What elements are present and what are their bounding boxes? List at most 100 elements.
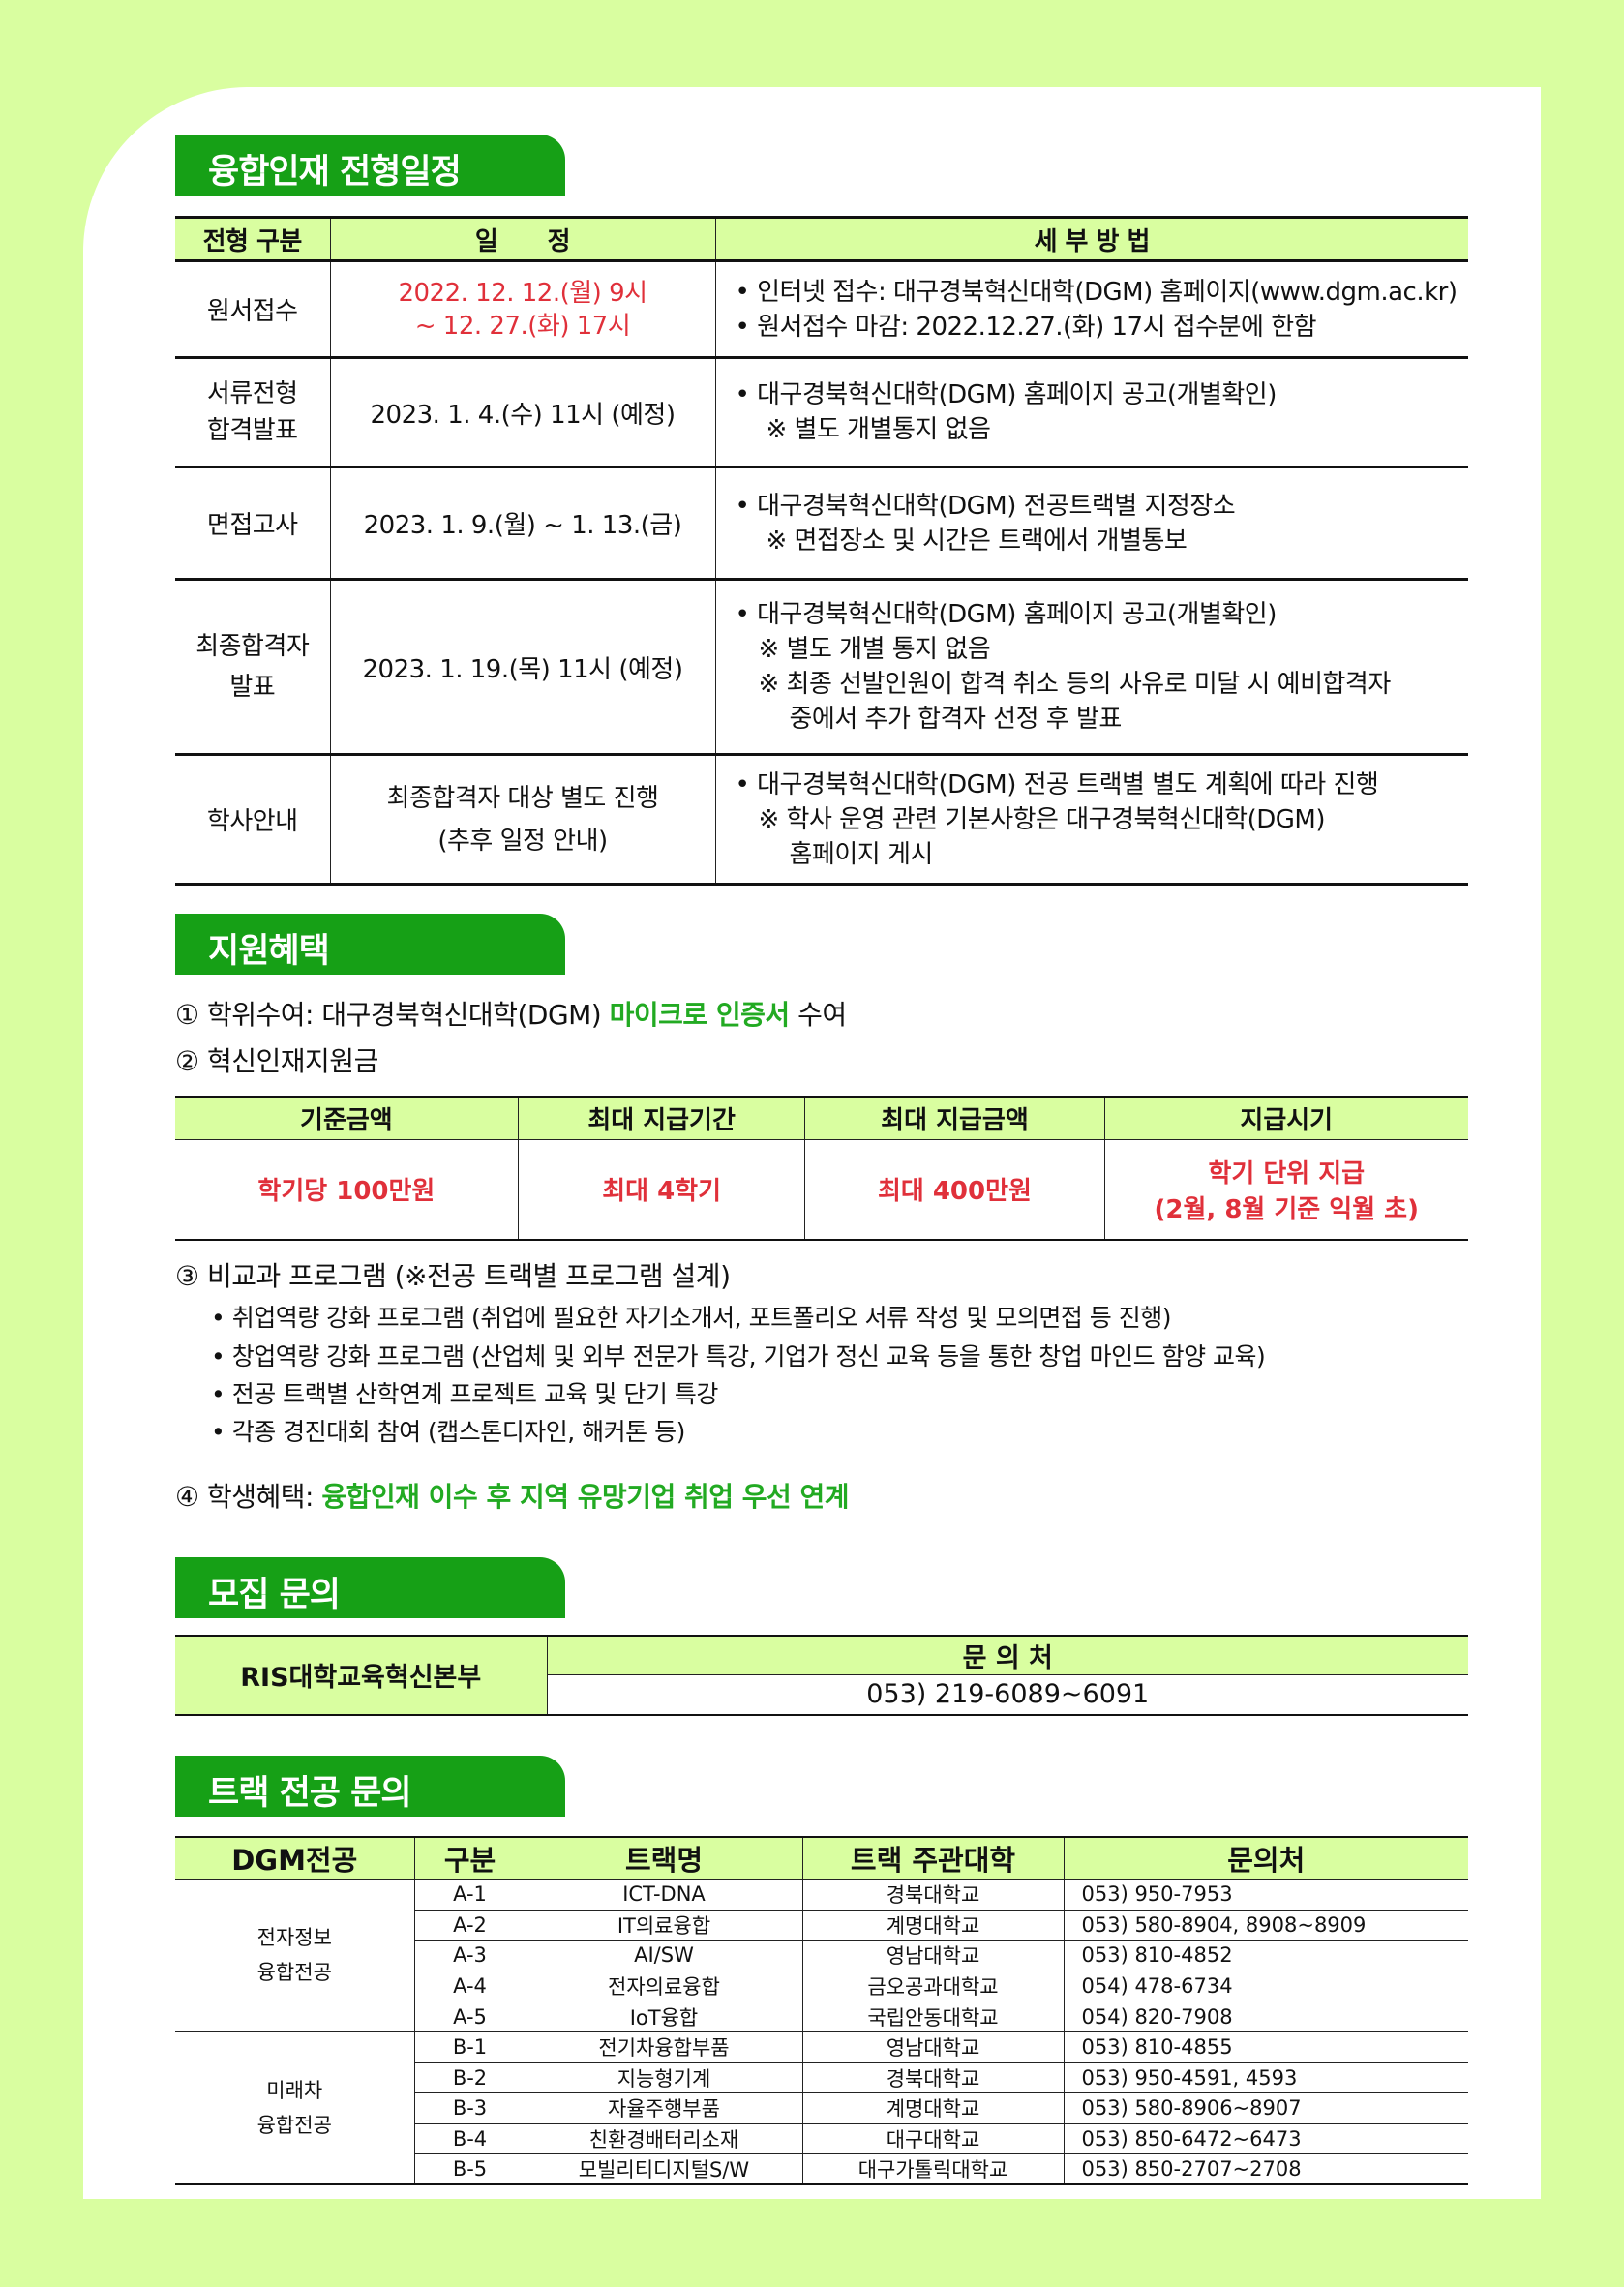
type-cell: 면접고사 [175,466,331,580]
track-code-cell: B-4 [414,2122,526,2155]
phone-cell: 053) 850-2707~2708 [1063,2153,1468,2185]
university-cell: 경북대학교 [801,1879,1065,1911]
track-name-cell: 전기차융합부품 [525,2031,803,2063]
track-code-cell: B-1 [413,2031,526,2063]
table-row: 전자정보 융합전공 A-1 ICT-DNA 경북대학교 053) 950-7953 [175,1879,1468,2032]
org-cell: RIS대학교육혁신본부 [175,1635,548,1715]
phone-cell: 053) 850-6472~6473 [1063,2122,1468,2155]
benefit-item-3: ③ 비교과 프로그램 (※전공 트랙별 프로그램 설계) [175,1260,731,1292]
type-cell: 최종합격자 발표 [175,579,331,755]
col-header: 구분 [413,1836,526,1880]
table-row: B-2 지능형기계 경북대학교 053) 950-4591, 4593 [175,2061,1468,2094]
program-bullet: • 전공 트랙별 산학연계 프로젝트 교육 및 단기 특강 [211,1380,718,1408]
track-code-cell: A-2 [414,1909,526,1941]
tracks-table: DGM전공 구분 트랙명 트랙 주관대학 문의처 전자정보 융합전공 A-1 ICT-DNA 경… [175,1836,1468,2186]
stipend-table: 기준금액 최대 지급기간 최대 지급금액 지급시기 학기당 100만원 최대 4학기 최대… [175,1096,1468,1241]
date-cell: 2023. 1. 9.(월) ~ 1. 13.(금) [329,466,716,580]
major-cell: 미래차 융합전공 [175,2031,415,2185]
benefit-item-4: ④ 학생혜택: 융합인재 이수 후 지역 유망기업 취업 우선 연계 [175,1481,850,1513]
table-row: B-4 친환경배터리소재 대구대학교 053) 850-6472~6473 [175,2122,1468,2155]
major-cell: 전자정보 융합전공 [175,1879,415,2032]
phone-cell: 054) 820-7908 [1063,2001,1468,2032]
phone-cell: 054) 478-6734 [1063,1970,1468,2002]
track-name-cell: 전자의료융합 [525,1970,803,2002]
section-header-benefits: 지원혜택 [175,914,565,975]
col-header: 일 정 [329,217,716,261]
value-cell: 최대 400만원 [804,1138,1105,1241]
track-code-cell: A-5 [414,2001,526,2032]
track-code-cell: A-4 [414,1970,526,2002]
track-code-cell: A-1 [413,1879,526,1911]
type-cell: 학사안내 [175,754,331,885]
table-row: A-5 IoT융합 국립안동대학교 054) 820-7908 [175,2001,1468,2032]
phone-cell: 053) 810-4852 [1063,1940,1468,1971]
date-cell: 최종합격자 대상 별도 진행 (추후 일정 안내) [329,754,716,885]
section-header-contact: 모집 문의 [175,1557,565,1618]
program-bullet: • 창업역량 강화 프로그램 (산업체 및 외부 전문가 특강, 기업가 정신 … [211,1342,1266,1370]
university-cell: 국립안동대학교 [801,2001,1065,2032]
program-bullet: • 취업역량 강화 프로그램 (취업에 필요한 자기소개서, 포트폴리오 서류 … [211,1304,1172,1332]
type-cell: 서류전형 합격발표 [175,357,331,467]
phone-cell: 053) 580-8906~8907 [1063,2092,1468,2124]
phone-cell: 053) 950-4591, 4593 [1063,2061,1468,2094]
table-row: B-5 모빌리티디지털S/W 대구가톨릭대학교 053) 850-2707~2708 [175,2153,1468,2185]
type-cell: 원서접수 [175,260,331,358]
university-cell: 경북대학교 [801,2061,1065,2094]
col-header: 문의처 [1063,1836,1468,1880]
track-name-cell: ICT-DNA [525,1879,803,1911]
details-cell: • 대구경북혁신대학(DGM) 홈페이지 공고(개별확인) ※ 별도 개별통지 없… [714,357,1468,467]
track-name-cell: IoT융합 [525,2001,803,2032]
benefit-item-2: ② 혁신인재지원금 [175,1045,378,1077]
col-header: 트랙명 [525,1836,803,1880]
col-header: 최대 지급금액 [804,1096,1105,1140]
col-header: 문 의 처 [546,1635,1468,1675]
col-header: 전형 구분 [175,217,331,261]
table-row: 면접고사 2023. 1. 9.(월) ~ 1. 13.(금) • 대구경북혁신대학… [175,466,1468,580]
details-cell: • 대구경북혁신대학(DGM) 전공 트랙별 별도 계획에 따라 진행 ※ 학사 … [714,754,1468,885]
phone-cell: 053) 580-8904, 8908~8909 [1063,1909,1468,1941]
university-cell: 대구가톨릭대학교 [801,2153,1065,2185]
col-header: 최대 지급기간 [517,1096,806,1140]
track-code-cell: B-3 [414,2092,526,2124]
track-name-cell: 친환경배터리소재 [525,2122,803,2155]
details-cell: • 대구경북혁신대학(DGM) 홈페이지 공고(개별확인) ※ 별도 개별 통지 … [714,579,1468,755]
phone-cell: 053) 950-7953 [1063,1879,1468,1911]
track-name-cell: 지능형기계 [525,2061,803,2094]
university-cell: 영남대학교 [801,1940,1065,1971]
section-header-tracks: 트랙 전공 문의 [175,1756,565,1817]
track-name-cell: AI/SW [525,1940,803,1971]
date-cell: 2023. 1. 19.(목) 11시 (예정) [329,579,716,755]
track-code-cell: A-3 [414,1940,526,1971]
col-header: 지급시기 [1103,1096,1468,1140]
col-header: 세 부 방 법 [714,217,1468,261]
table-row: 최종합격자 발표 2023. 1. 19.(목) 11시 (예정) • 대구경북혁신대… [175,579,1468,755]
phone-cell: 053) 810-4855 [1063,2031,1468,2063]
university-cell: 계명대학교 [801,2092,1065,2124]
track-code-cell: B-2 [414,2061,526,2094]
details-cell: • 대구경북혁신대학(DGM) 전공트랙별 지정장소 ※ 면접장소 및 시간은 트… [714,466,1468,580]
value-cell: 최대 4학기 [517,1138,806,1241]
table-row: A-2 IT의료융합 계명대학교 053) 580-8904, 8908~8909 [175,1909,1468,1941]
contact-table: RIS대학교육혁신본부 문 의 처 053) 219-6089~6091 [175,1635,1468,1716]
track-name-cell: IT의료융합 [525,1909,803,1941]
col-header: 기준금액 [175,1096,519,1140]
details-cell: • 인터넷 접수: 대구경북혁신대학(DGM) 홈페이지(www.dgm.ac.… [714,260,1468,358]
phone-cell: 053) 219-6089~6091 [546,1674,1468,1715]
benefit-item-1: ① 학위수여: 대구경북혁신대학(DGM) 마이크로 인증서 수여 [175,999,847,1031]
date-cell: 2022. 12. 12.(월) 9시 ~ 12. 27.(화) 17시 [329,260,716,358]
track-name-cell: 자율주행부품 [525,2092,803,2124]
value-cell: 학기 단위 지급 (2월, 8월 기준 익월 초) [1103,1138,1468,1241]
date-cell: 2023. 1. 4.(수) 11시 (예정) [329,357,716,467]
track-name-cell: 모빌리티디지털S/W [525,2153,803,2185]
table-row: A-4 전자의료융합 금오공과대학교 054) 478-6734 [175,1970,1468,2002]
university-cell: 계명대학교 [801,1909,1065,1941]
table-row: 원서접수 2022. 12. 12.(월) 9시 ~ 12. 27.(화) 17시 •… [175,260,1468,358]
value-cell: 학기당 100만원 [175,1138,519,1241]
university-cell: 영남대학교 [801,2031,1065,2063]
col-header: DGM전공 [175,1836,415,1880]
university-cell: 대구대학교 [801,2122,1065,2155]
section-header-schedule: 융합인재 전형일정 [175,135,565,196]
program-bullet: • 각종 경진대회 참여 (캡스톤디자인, 해커톤 등) [211,1418,685,1446]
track-code-cell: B-5 [414,2153,526,2185]
